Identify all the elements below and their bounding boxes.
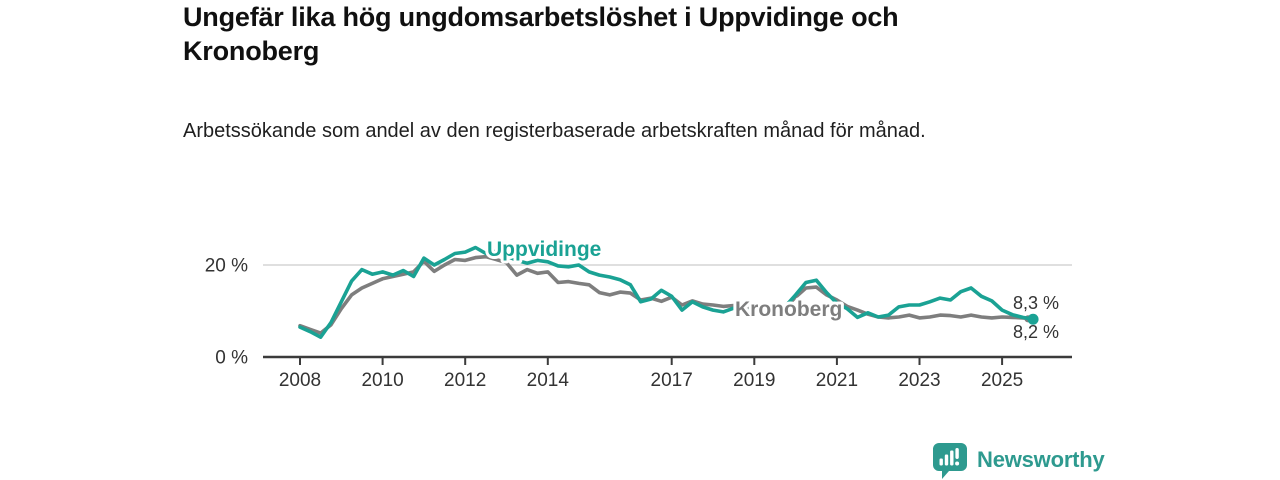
x-tick-label: 2017 bbox=[651, 370, 693, 391]
end-dot-uppvidinge bbox=[1027, 313, 1039, 325]
x-tick-label: 2008 bbox=[279, 370, 321, 391]
series-line-uppvidinge bbox=[298, 245, 1035, 340]
newsworthy-logo-text: Newsworthy bbox=[977, 447, 1105, 472]
x-axis bbox=[263, 355, 1072, 365]
end-value-label-kronoberg: 8,3 % bbox=[1013, 293, 1059, 313]
x-tick-label: 2010 bbox=[361, 370, 403, 391]
end-value-label-uppvidinge: 8,2 % bbox=[1013, 322, 1059, 342]
page-title: Ungefär lika hög ungdomsarbetslöshet i U… bbox=[183, 2, 899, 66]
newsworthy-logo-icon bbox=[933, 443, 967, 479]
series-lines bbox=[298, 245, 1039, 340]
page-subtitle: Arbetssökande som andel av den registerb… bbox=[183, 120, 926, 142]
y-tick-label: 20 % bbox=[205, 256, 248, 277]
x-axis-labels: 2008 2010 2012 2014 2017 2019 2021 2023 2025 bbox=[279, 370, 1023, 391]
series-label-uppvidinge: Uppvidinge bbox=[487, 238, 601, 261]
y-tick-label: 0 % bbox=[215, 348, 248, 369]
x-tick-label: 2014 bbox=[527, 370, 570, 391]
x-tick-label: 2012 bbox=[444, 370, 486, 391]
x-tick-label: 2019 bbox=[733, 370, 775, 391]
x-tick-label: 2021 bbox=[816, 370, 858, 391]
newsworthy-logo[interactable]: Newsworthy bbox=[930, 441, 1105, 479]
series-label-kronoberg: Kronoberg bbox=[735, 298, 842, 321]
x-tick-label: 2023 bbox=[898, 370, 940, 391]
x-tick-label: 2025 bbox=[981, 370, 1023, 391]
y-axis-labels: 0 % 20 % bbox=[205, 256, 248, 369]
